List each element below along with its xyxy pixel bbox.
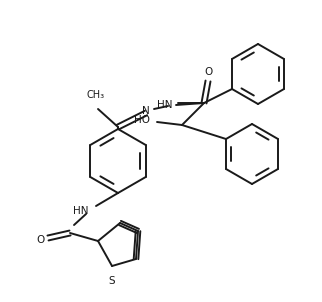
Text: S: S [109, 276, 115, 286]
Text: O: O [204, 67, 212, 77]
Text: HN: HN [156, 100, 172, 110]
Text: N: N [142, 106, 150, 116]
Text: HO: HO [134, 115, 150, 125]
Text: O: O [36, 235, 44, 245]
Text: CH₃: CH₃ [87, 90, 105, 100]
Text: HN: HN [72, 206, 88, 216]
